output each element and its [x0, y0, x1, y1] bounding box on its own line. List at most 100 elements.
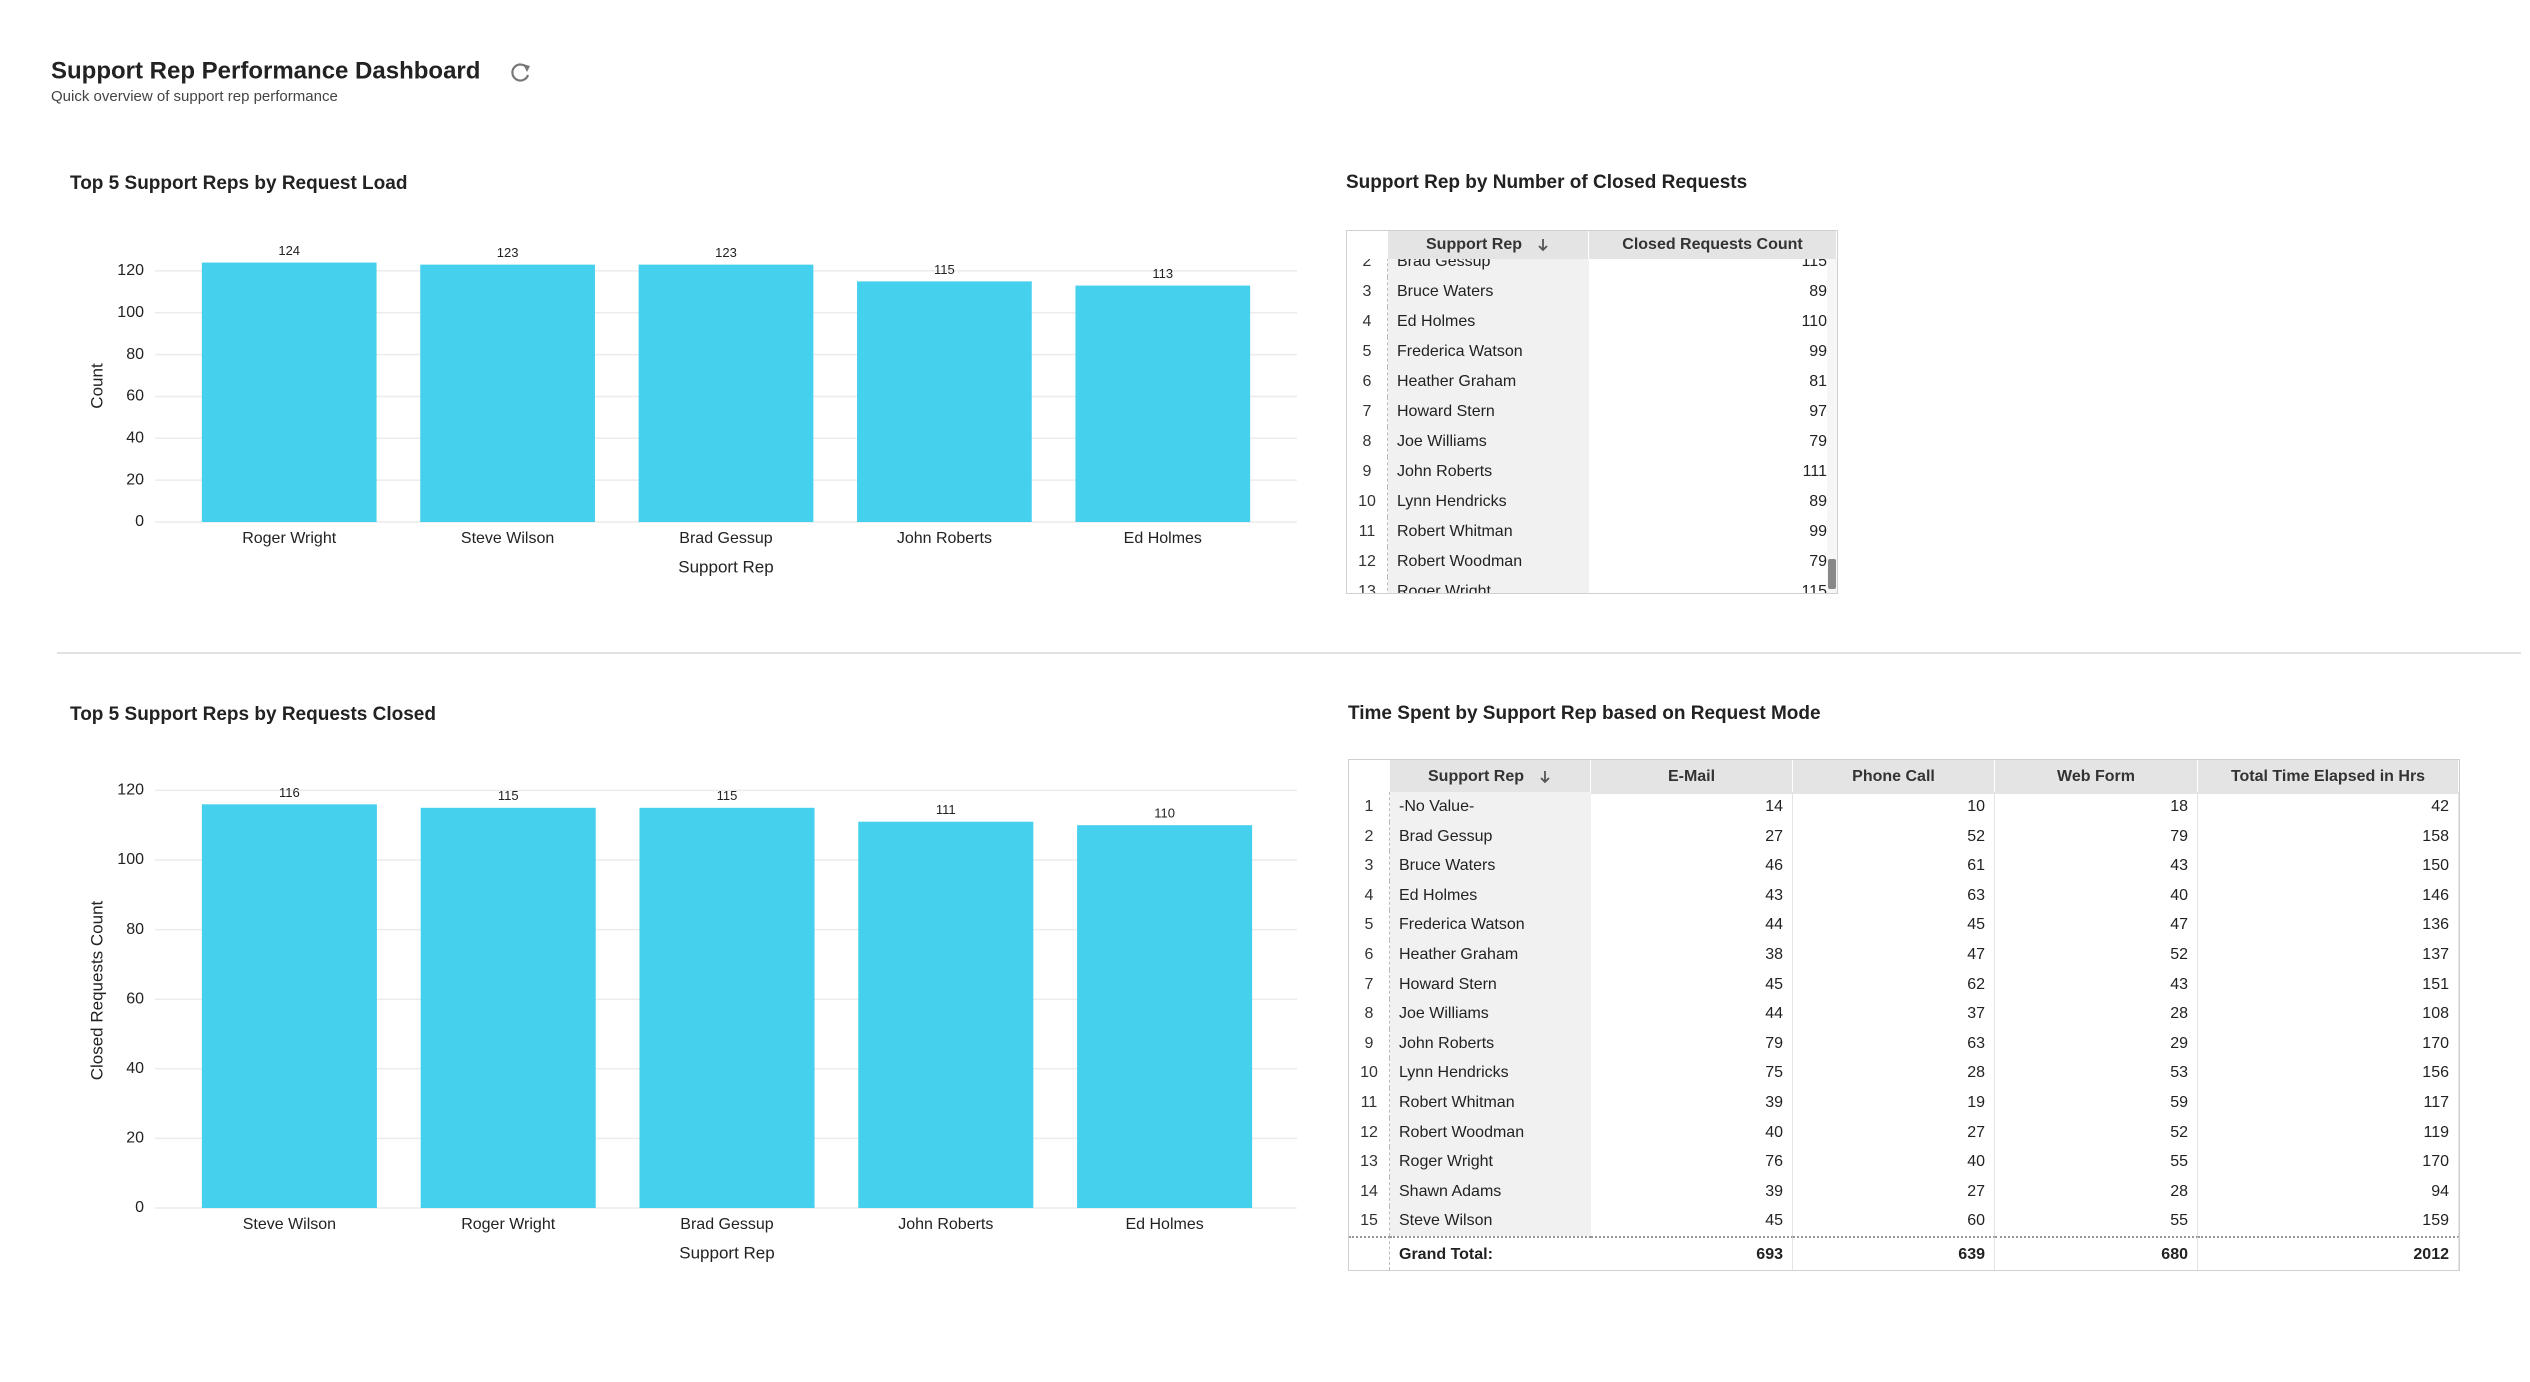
cell-value: 79: [1589, 547, 1837, 577]
table-title: Time Spent by Support Rep based on Reque…: [1348, 703, 1821, 724]
rep-name: Roger Wright: [1388, 577, 1589, 593]
rep-name: Robert Woodman: [1388, 547, 1589, 577]
column-header[interactable]: Web Form: [1995, 760, 2198, 794]
table-header-row: Support Rep Closed Requests Count: [1347, 231, 1837, 259]
cell-value: 39: [1591, 1087, 1793, 1118]
column-header[interactable]: Support Rep: [1390, 760, 1591, 794]
y-tick-label: 100: [117, 851, 144, 868]
row-index: 5: [1349, 910, 1390, 940]
table-body: 1 -No Value- 14 10 18 42 2 Brad Gessup 27 52 79 158…: [1349, 792, 2459, 1236]
sort-icon[interactable]: [1538, 770, 1552, 784]
y-tick-label: 120: [117, 782, 144, 799]
cell-value: 40: [1591, 1117, 1793, 1148]
rep-name: Shawn Adams: [1390, 1176, 1591, 1207]
row-index: 5: [1347, 337, 1388, 367]
y-axis-title: Count: [87, 363, 106, 409]
table-row: 13 Roger Wright 76 40 55 170: [1349, 1147, 2459, 1177]
table-row: 7 Howard Stern 97: [1347, 397, 1837, 427]
bar: [857, 281, 1032, 522]
table-row: 12 Robert Woodman 79: [1347, 547, 1837, 577]
cell-value: 79: [1995, 821, 2198, 852]
cell-value: 115: [1589, 259, 1837, 277]
total-value: 680: [1995, 1235, 2198, 1270]
table-row: 8 Joe Williams 44 37 28 108: [1349, 999, 2459, 1029]
cell-value: 47: [1995, 910, 2198, 940]
sort-icon[interactable]: [1536, 238, 1550, 252]
column-header[interactable]: E-Mail: [1591, 760, 1793, 794]
table-row: 1 -No Value- 14 10 18 42: [1349, 792, 2459, 822]
scrollbar-thumb[interactable]: [1828, 559, 1836, 589]
column-header[interactable]: Phone Call: [1793, 760, 1995, 794]
bar: [638, 264, 814, 522]
table-row: 14 Shawn Adams 39 27 28 94: [1349, 1176, 2459, 1207]
row-index: 12: [1349, 1117, 1390, 1148]
table-rows: 2 Brad Gessup 115 3 Bruce Waters 89 4 Ed Holmes…: [1347, 259, 1837, 593]
index-header: [1347, 231, 1388, 259]
column-header[interactable]: Closed Requests Count: [1589, 231, 1837, 259]
y-tick-label: 0: [135, 1199, 144, 1216]
cell-value: 79: [1591, 1028, 1793, 1059]
total-label: Grand Total:: [1390, 1235, 1591, 1270]
row-index: 6: [1347, 367, 1388, 397]
cell-value: 28: [1995, 1176, 2198, 1207]
rep-name: Ed Holmes: [1388, 307, 1589, 337]
rep-name: Ed Holmes: [1390, 880, 1591, 911]
cell-value: 38: [1591, 939, 1793, 970]
x-tick-label: Steve Wilson: [461, 530, 554, 547]
column-header[interactable]: Support Rep: [1388, 231, 1589, 259]
cell-value: 115: [1589, 577, 1837, 593]
bar: [201, 804, 377, 1208]
cell-value: 43: [1995, 969, 2198, 1000]
row-index: 6: [1349, 939, 1390, 970]
cell-value: 39: [1591, 1176, 1793, 1207]
rep-name: -No Value-: [1390, 792, 1591, 822]
total-index: [1349, 1235, 1390, 1270]
refresh-button[interactable]: [511, 63, 530, 82]
total-value: 693: [1591, 1235, 1793, 1270]
x-tick-label: Ed Holmes: [1124, 530, 1202, 547]
rep-name: Steve Wilson: [1390, 1206, 1591, 1236]
scrollbar-track[interactable]: [1827, 259, 1837, 593]
cell-value: 27: [1793, 1117, 1995, 1148]
cell-value: 44: [1591, 999, 1793, 1029]
row-index: 8: [1349, 999, 1390, 1029]
table-row: 8 Joe Williams 79: [1347, 427, 1837, 457]
x-tick-label: Ed Holmes: [1125, 1216, 1203, 1233]
x-tick-label: Steve Wilson: [243, 1216, 336, 1233]
table-row: 9 John Roberts 79 63 29 170: [1349, 1028, 2459, 1059]
table-row: 12 Robert Woodman 40 27 52 119: [1349, 1117, 2459, 1148]
table-row: 4 Ed Holmes 43 63 40 146: [1349, 880, 2459, 911]
cell-value: 29: [1995, 1028, 2198, 1059]
cell-value: 53: [1995, 1058, 2198, 1088]
y-tick-label: 80: [126, 346, 144, 363]
rep-name: Bruce Waters: [1388, 277, 1589, 307]
table-body: 2 Brad Gessup 115 3 Bruce Waters 89 4 Ed Holmes…: [1347, 259, 1837, 593]
cell-value: 81: [1589, 367, 1837, 397]
rep-name: Robert Woodman: [1390, 1117, 1591, 1148]
value-label: 124: [278, 243, 300, 258]
value-label: 115: [717, 788, 738, 803]
cell-value: 97: [1589, 397, 1837, 427]
x-axis-title: Support Rep: [678, 557, 773, 576]
cell-value: 55: [1995, 1206, 2198, 1236]
rep-name: Howard Stern: [1390, 969, 1591, 1000]
cell-value: 63: [1793, 1028, 1995, 1059]
cell-value: 137: [2198, 939, 2459, 970]
column-header[interactable]: Total Time Elapsed in Hrs: [2198, 760, 2459, 794]
rep-name: Heather Graham: [1390, 939, 1591, 970]
cell-value: 136: [2198, 910, 2459, 940]
table-row: 5 Frederica Watson 44 45 47 136: [1349, 910, 2459, 940]
cell-value: 119: [2198, 1117, 2459, 1148]
table-row: 15 Steve Wilson 45 60 55 159: [1349, 1206, 2459, 1236]
value-label: 123: [497, 245, 519, 260]
cell-value: 40: [1793, 1147, 1995, 1177]
rep-name: Frederica Watson: [1388, 337, 1589, 367]
cell-value: 45: [1591, 969, 1793, 1000]
table-row: 6 Heather Graham 81: [1347, 367, 1837, 397]
cell-value: 28: [1793, 1058, 1995, 1088]
cell-value: 76: [1591, 1147, 1793, 1177]
chart-title: Top 5 Support Reps by Requests Closed: [70, 704, 436, 725]
row-index: 9: [1349, 1028, 1390, 1059]
cell-value: 52: [1793, 821, 1995, 852]
row-index: 2: [1347, 259, 1388, 277]
